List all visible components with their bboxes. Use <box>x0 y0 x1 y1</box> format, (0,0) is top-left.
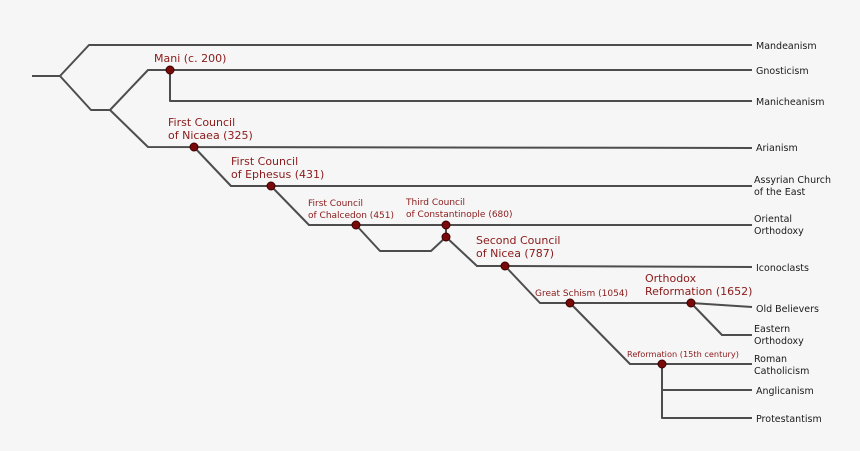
event-label-constantinople: Third Council of Constantinople (680) <box>405 198 513 220</box>
branch-arianism <box>109 109 753 149</box>
leaf-label-protestantism: Protestantism <box>756 414 822 425</box>
leaf-label-eastern: Eastern Orthodoxy <box>754 324 804 347</box>
leaf-label-assyrian: Assyrian Church of the East <box>754 175 834 198</box>
event-label-mani: Mani (c. 200) <box>154 52 226 65</box>
node-nicea2 <box>500 261 510 271</box>
leaf-label-mandeanism: Mandeanism <box>756 41 817 52</box>
leaf-label-arianism: Arianism <box>756 143 798 154</box>
event-label-nicea2: Second Council of Nicea (787) <box>476 234 564 260</box>
branch-gnosticism <box>109 69 752 111</box>
node-constantinople-lower <box>441 232 451 242</box>
node-chalcedon <box>351 220 361 230</box>
event-label-chalcedon: First Council of Chalcedon (451) <box>308 199 394 221</box>
node-schism <box>565 298 575 308</box>
event-labels: Mani (c. 200) First Council of Nicaea (3… <box>154 52 752 359</box>
node-ephesus <box>266 181 276 191</box>
branch-chalcedon-loop <box>355 224 447 252</box>
node-constantinople-upper <box>441 220 451 230</box>
branch-protestant-stem <box>661 364 752 419</box>
event-label-reformation: Reformation (15th century) <box>627 349 739 359</box>
leaf-labels: Mandeanism Gnosticism Manicheanism Arian… <box>754 41 834 425</box>
branch-root-lower <box>59 75 110 111</box>
branch-western <box>569 302 662 365</box>
node-reformation <box>657 359 667 369</box>
leaf-label-anglicanism: Anglicanism <box>756 386 814 397</box>
leaf-label-oriental: Oriental Orthodoxy <box>754 214 804 237</box>
branch-manicheanism <box>169 70 752 102</box>
leaf-label-gnosticism: Gnosticism <box>756 66 809 77</box>
leaf-label-roman: Roman Catholicism <box>754 354 809 377</box>
branch-eastern <box>690 302 752 336</box>
node-orthodox-reformation <box>686 298 696 308</box>
node-nicaea <box>189 142 199 152</box>
branch-after-constantinople <box>445 236 505 267</box>
node-mani <box>165 65 175 75</box>
event-label-orthodox-reformation: Orthodox Reformation (1652) <box>645 272 752 298</box>
branch-iconoclasts <box>504 265 753 268</box>
event-nodes <box>165 65 696 369</box>
branch-mandeanism <box>59 44 752 77</box>
branch-after-nicaea <box>193 146 271 187</box>
branches <box>32 44 753 419</box>
branch-after-ephesus <box>270 185 356 226</box>
branch-old-believers <box>690 302 753 308</box>
event-label-ephesus: First Council of Ephesus (431) <box>231 155 324 181</box>
leaf-label-old-believers: Old Believers <box>756 304 819 315</box>
event-label-schism: Great Schism (1054) <box>535 289 628 299</box>
branch-after-nicea2 <box>504 265 570 304</box>
leaf-label-iconoclasts: Iconoclasts <box>756 263 809 274</box>
leaf-label-manicheanism: Manicheanism <box>756 97 824 108</box>
event-label-nicaea: First Council of Nicaea (325) <box>168 116 253 142</box>
